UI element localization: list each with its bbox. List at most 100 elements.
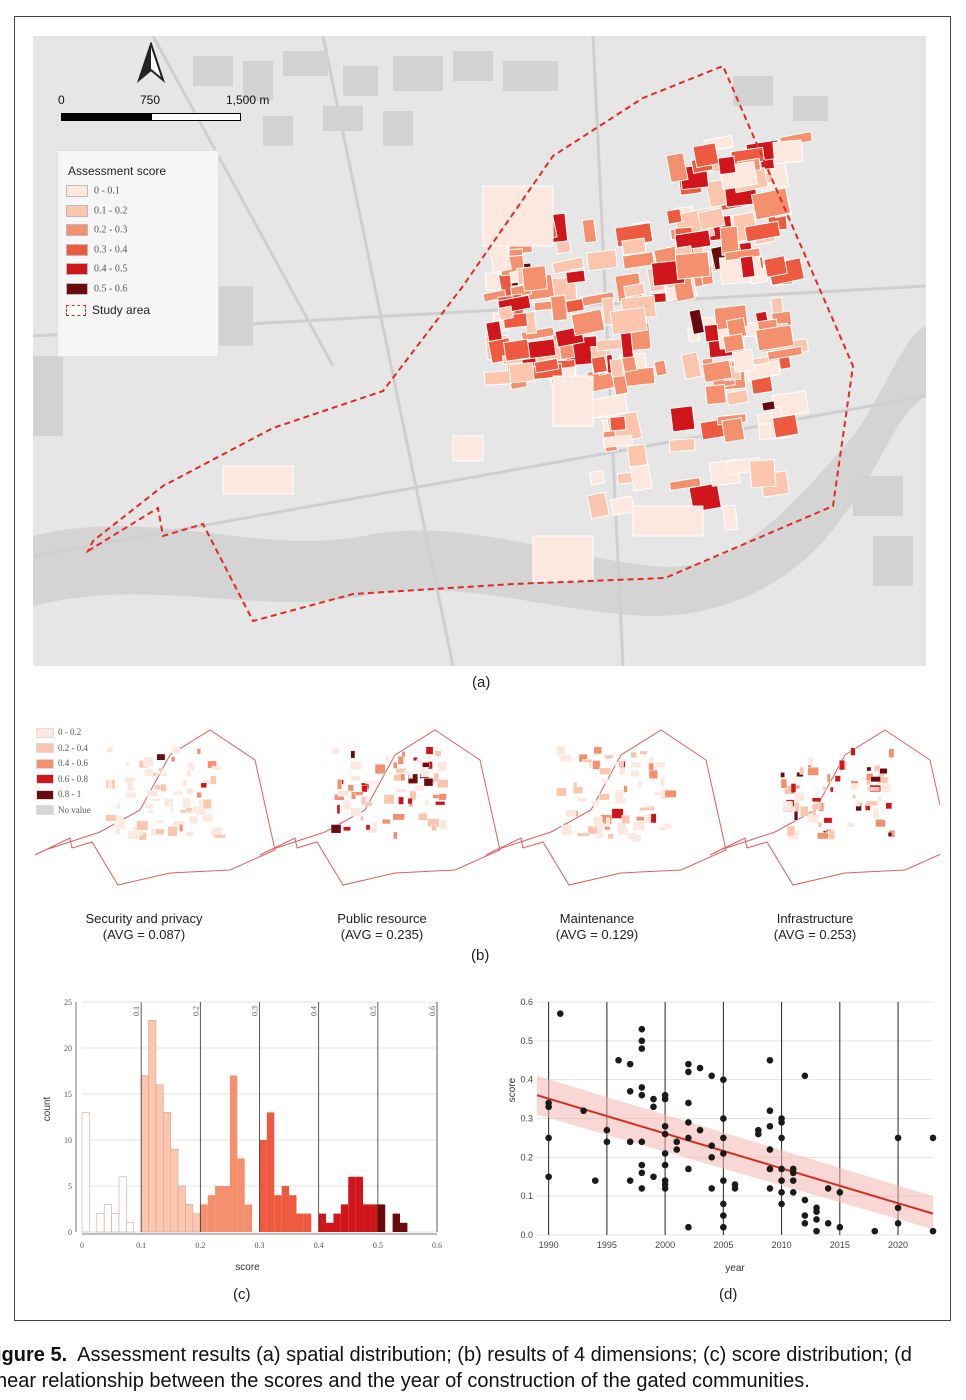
map-block xyxy=(331,748,340,755)
map-block xyxy=(812,810,817,816)
map-block xyxy=(611,808,624,819)
map-block xyxy=(794,802,800,812)
map-block xyxy=(350,761,362,771)
community-block xyxy=(731,348,756,374)
map-block xyxy=(591,800,599,806)
map-block xyxy=(588,762,593,769)
dimension-title: Security and privacy (AVG = 0.087) xyxy=(34,911,254,943)
figure-caption-text: Assessment results (a) spatial distribut… xyxy=(77,1344,912,1366)
community-block xyxy=(619,331,634,359)
histogram-bar xyxy=(318,1213,327,1232)
confidence-band xyxy=(537,1075,933,1230)
map-block xyxy=(435,801,446,806)
dimension-name: Maintenance xyxy=(559,911,635,926)
map-block xyxy=(865,800,878,807)
map-block xyxy=(780,778,788,789)
map-block xyxy=(592,760,601,770)
scatter-point xyxy=(801,1220,809,1227)
map-block xyxy=(811,803,822,810)
community-block xyxy=(688,308,706,336)
map-block xyxy=(794,810,799,821)
community-block xyxy=(704,383,727,406)
map-block xyxy=(145,768,153,777)
x-tick-label: 0.2 xyxy=(195,1241,205,1250)
community-block xyxy=(609,495,635,516)
map-block xyxy=(877,795,882,803)
scatter-point xyxy=(638,1138,646,1146)
map-block xyxy=(870,776,881,783)
class-break-label: 0.4 xyxy=(310,1006,319,1016)
map-block xyxy=(155,828,165,835)
community-block xyxy=(552,375,594,427)
map-block xyxy=(342,800,351,810)
map-block xyxy=(826,773,831,783)
scatter-point xyxy=(661,1161,669,1169)
map-outline xyxy=(34,729,276,886)
histogram-bar xyxy=(111,1213,120,1233)
scatter-point xyxy=(685,1068,692,1076)
community-block xyxy=(609,358,625,378)
map-block xyxy=(604,826,611,831)
histogram-bar xyxy=(103,1204,112,1233)
histogram-bar xyxy=(207,1195,216,1232)
histogram-bar xyxy=(155,1084,164,1233)
x-axis-label: year xyxy=(725,1263,745,1274)
map-block xyxy=(136,820,149,831)
legend-study-area: Study area xyxy=(66,303,151,317)
scatter-point xyxy=(545,1173,552,1181)
community-block xyxy=(771,413,800,439)
scatter-point xyxy=(766,1185,774,1192)
scatter-point xyxy=(731,1185,739,1192)
map-block xyxy=(582,759,593,763)
map-block xyxy=(786,825,796,837)
community-block xyxy=(761,400,776,412)
map-block xyxy=(638,780,642,789)
scatter-point xyxy=(789,1188,797,1196)
legend-label: 0.8 - 1 xyxy=(58,789,82,799)
scatter-point xyxy=(813,1208,820,1215)
x-axis-label: score xyxy=(235,1262,260,1273)
map-block xyxy=(855,799,861,807)
map-block xyxy=(158,767,163,772)
map-block xyxy=(106,746,114,753)
map-block xyxy=(424,800,429,806)
scatter-point xyxy=(801,1212,809,1219)
scatter-point xyxy=(720,1212,727,1219)
map-block xyxy=(360,815,364,821)
map-outline xyxy=(485,729,727,886)
scatter-point xyxy=(720,1115,727,1122)
map-block xyxy=(361,785,368,793)
community-block xyxy=(521,265,548,292)
map-block xyxy=(799,766,805,775)
study-area-label: Study area xyxy=(92,303,151,317)
histogram-bar xyxy=(333,1213,341,1232)
scatter-point xyxy=(894,1134,902,1142)
community-block xyxy=(669,405,696,433)
scatter-point xyxy=(661,1122,669,1130)
community-block xyxy=(570,308,606,337)
scatter-point xyxy=(650,1095,657,1103)
map-block xyxy=(630,761,642,768)
dimension-name: Public resource xyxy=(337,911,427,926)
map-block xyxy=(407,773,418,784)
map-block xyxy=(116,818,126,828)
map-block xyxy=(361,796,367,806)
x-tick-label: 0.5 xyxy=(373,1241,383,1250)
scatter-point xyxy=(650,1103,657,1111)
community-block xyxy=(688,482,722,513)
map-block xyxy=(653,792,661,796)
y-tick-label: 0.2 xyxy=(520,1152,533,1162)
scatter-point xyxy=(720,1177,727,1184)
community-block xyxy=(533,357,560,374)
map-block xyxy=(599,793,610,801)
map-block xyxy=(431,824,437,832)
map-block xyxy=(619,766,626,776)
scatter-point xyxy=(708,1185,716,1192)
map-block xyxy=(420,770,431,778)
map-block xyxy=(416,759,423,765)
map-block xyxy=(852,794,857,799)
map-block xyxy=(807,756,814,765)
caption-c: (c) xyxy=(233,1286,251,1303)
legend-swatch xyxy=(66,185,88,197)
map-block xyxy=(124,776,136,783)
